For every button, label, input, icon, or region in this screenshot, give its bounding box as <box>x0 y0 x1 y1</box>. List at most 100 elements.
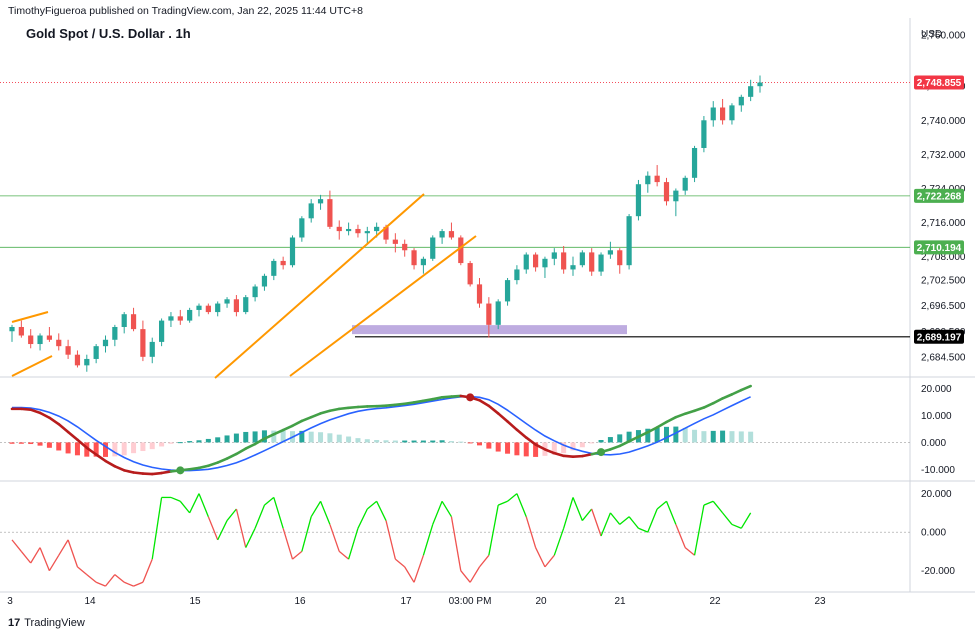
macd-histogram-bar <box>9 442 15 444</box>
price-axis-tick: 2,684.500 <box>921 352 966 363</box>
osc-line-segment <box>507 493 518 502</box>
price-axis-tick: 2,716.000 <box>921 218 966 229</box>
osc-line-segment <box>123 581 134 587</box>
macd-histogram-bar <box>570 442 576 451</box>
candle-body <box>430 237 436 259</box>
macd-histogram-bar <box>589 442 595 444</box>
macd-line-segment <box>562 454 575 458</box>
macd-line-segment <box>702 401 715 409</box>
macd-axis-tick: 10.000 <box>921 411 952 422</box>
macd-line-segment <box>57 422 70 434</box>
osc-line-segment <box>675 524 686 548</box>
candle-body <box>579 252 585 266</box>
time-axis-tick: 20 <box>535 596 547 607</box>
candle-body <box>65 346 71 355</box>
macd-line-segment <box>141 472 154 476</box>
macd-line-segment <box>216 457 229 464</box>
osc-line-segment <box>273 497 284 529</box>
macd-histogram-bar <box>682 427 688 443</box>
macd-histogram-bar <box>28 442 34 445</box>
macd-line-segment <box>188 466 201 471</box>
price-tag-label: 2,748.855 <box>917 78 962 89</box>
price-axis-unit: USD <box>921 29 942 40</box>
macd-histogram-bar <box>56 442 62 451</box>
price-tag-label: 2,689.197 <box>917 332 962 343</box>
candle-body <box>411 250 417 266</box>
candle-body <box>18 326 24 336</box>
macd-histogram-bar <box>729 431 735 443</box>
candles-layer <box>9 75 763 372</box>
candle-body <box>289 237 296 266</box>
macd-line-segment <box>309 412 322 419</box>
osc-line-segment <box>58 539 69 556</box>
osc-line-segment <box>310 500 322 518</box>
macd-histogram-bar <box>701 431 707 443</box>
osc-line-segment <box>684 547 695 556</box>
time-axis-tick: 21 <box>614 596 626 607</box>
macd-histogram-bar <box>243 431 249 443</box>
macd-histogram-bar <box>215 437 221 443</box>
osc-line-segment <box>535 547 546 568</box>
osc-line-segment <box>638 527 649 533</box>
axes-layer: USD2,760.0002,748.0002,740.0002,732.0002… <box>7 29 966 607</box>
osc-line-segment <box>722 512 733 525</box>
osc-line-segment <box>198 493 209 517</box>
macd-line-segment <box>29 408 42 415</box>
macd-axis-tick: -10.000 <box>921 465 955 476</box>
macd-line-segment <box>412 399 425 404</box>
macd-histogram-bar <box>673 426 679 443</box>
macd-histogram-bar <box>93 442 99 457</box>
osc-line-segment <box>245 528 256 548</box>
osc-line-segment <box>282 528 294 560</box>
osc-line-segment <box>544 554 555 568</box>
macd-line-segment <box>150 471 163 476</box>
oscillator-pane: 20.000 0.000 -20.000 <box>0 489 955 587</box>
macd-histogram-bar <box>579 442 585 448</box>
macd-line-segment <box>394 402 407 407</box>
osc-line-segment <box>151 497 163 560</box>
macd-histogram-bar <box>364 439 370 443</box>
osc-line-segment <box>142 558 153 583</box>
price-axis-tick: 2,696.500 <box>921 301 966 312</box>
macd-histogram-bar <box>159 442 165 447</box>
macd-line-segment <box>291 419 304 428</box>
macd-axis-tick: 0.000 <box>921 438 946 449</box>
candle-body <box>523 254 529 270</box>
candle-body <box>691 147 698 178</box>
channel-trendline <box>289 235 477 377</box>
publish-line: TimothyFigueroa published on TradingView… <box>8 5 363 17</box>
macd-line-segment <box>440 395 453 399</box>
candle-body <box>28 335 34 345</box>
osc-line-segment <box>179 500 191 514</box>
candle-body <box>448 231 455 238</box>
channel-trendline <box>11 311 49 323</box>
macd-line-segment <box>721 393 734 400</box>
osc-line-segment <box>591 508 602 537</box>
macd-line-segment <box>272 428 285 436</box>
macd-histogram-bar <box>177 442 183 444</box>
osc-line-segment <box>329 524 340 552</box>
osc-line-segment <box>413 555 425 583</box>
candle-body <box>635 184 642 217</box>
candle-body <box>383 226 389 240</box>
candle-body <box>504 280 511 302</box>
macd-line-segment <box>76 438 89 450</box>
macd-crossover-dot <box>466 393 475 402</box>
macd-histogram-bar <box>336 434 342 443</box>
osc-line-segment <box>11 539 22 552</box>
macd-histogram-bar <box>420 440 426 443</box>
osc-line-segment <box>619 516 630 525</box>
macd-line-segment <box>347 405 360 410</box>
price-axis-tick: 2,740.000 <box>921 116 966 127</box>
macd-line-segment <box>244 442 257 450</box>
macd-histogram-bar <box>103 442 108 457</box>
macd-histogram-bar <box>607 437 613 443</box>
macd-line-segment <box>253 437 266 446</box>
support-zone <box>352 325 627 335</box>
macd-histogram-bar <box>514 442 520 456</box>
candle-body <box>121 314 127 327</box>
macd-line-segment <box>627 435 640 443</box>
osc-line-segment <box>441 500 453 518</box>
osc-line-segment <box>347 528 359 560</box>
